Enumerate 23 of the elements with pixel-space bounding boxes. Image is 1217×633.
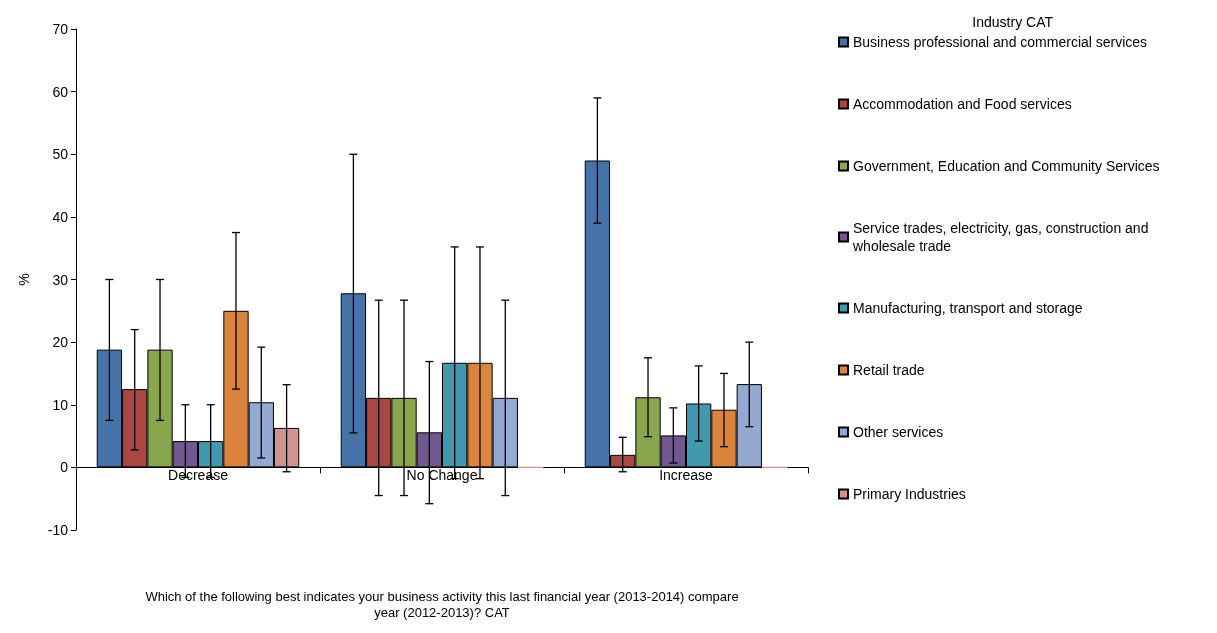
y-tick-label: 70 <box>52 21 69 37</box>
x-tick-label: Increase <box>659 467 714 484</box>
legend-label: Government, Education and Community Services <box>853 158 1160 174</box>
x-axis-title: Which of the following best indicates your business activity this last financial year (2013-2014) compare year (2012-2013)? CAT <box>145 588 739 620</box>
y-tick-label: 50 <box>52 146 69 163</box>
legend-label: Accommodation and Food services <box>853 96 1072 112</box>
legend-label: Primary Industries <box>853 486 966 502</box>
y-tick-label: 60 <box>52 83 69 100</box>
x-tick-label: No Change <box>406 467 478 484</box>
legend-label: Retail trade <box>853 362 925 378</box>
x-tick-label: Decrease <box>168 467 229 484</box>
legend-label: Other services <box>853 424 944 440</box>
legend-label: Business professional and commercial services <box>853 34 1148 50</box>
y-tick-label: 0 <box>60 459 69 476</box>
y-tick-label: -10 <box>47 522 69 538</box>
legend-label: Service trades, electricity, gas, construction and wholesale trade <box>852 220 1153 254</box>
y-tick-label: 20 <box>52 334 69 351</box>
y-tick-label: 40 <box>52 208 69 225</box>
y-axis-title: % <box>16 273 32 286</box>
y-tick-label: 10 <box>52 396 69 413</box>
y-tick-label: 30 <box>52 271 69 288</box>
legend-label: Manufacturing, transport and storage <box>853 300 1083 316</box>
legend-title: Industry CAT <box>972 14 1054 30</box>
